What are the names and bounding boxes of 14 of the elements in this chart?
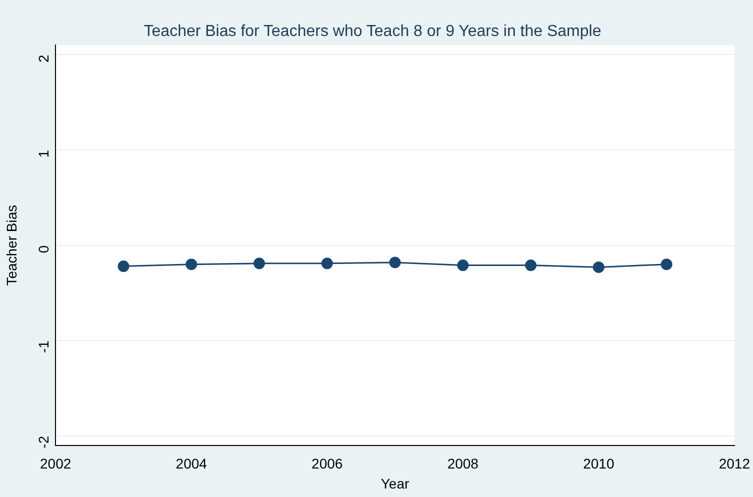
y-tick-label: 1 bbox=[35, 150, 52, 158]
chart-title: Teacher Bias for Teachers who Teach 8 or 9 Years in the Sample bbox=[144, 23, 602, 40]
x-tick-label: 2004 bbox=[176, 456, 208, 472]
x-tick-label: 2012 bbox=[718, 456, 750, 472]
y-tick-label: -2 bbox=[35, 436, 52, 448]
x-tick-label: 2010 bbox=[583, 456, 614, 472]
y-tick-label: 0 bbox=[35, 245, 52, 254]
y-tick-label: -1 bbox=[35, 340, 52, 354]
x-axis-title: Year bbox=[380, 475, 410, 492]
y-tick-label: 2 bbox=[35, 54, 52, 63]
x-tick-label: 2002 bbox=[40, 456, 72, 472]
x-tick-label: 2008 bbox=[447, 456, 479, 472]
y-axis-title: Teacher Bias bbox=[3, 204, 20, 286]
x-tick-label: 2006 bbox=[312, 456, 343, 472]
